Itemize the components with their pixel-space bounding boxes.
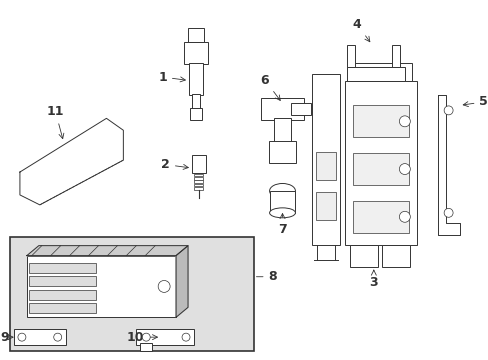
Text: 2: 2 <box>161 158 188 171</box>
Circle shape <box>54 333 61 341</box>
Bar <box>349 245 377 266</box>
Text: 6: 6 <box>260 73 280 100</box>
Bar <box>27 256 176 317</box>
Circle shape <box>443 208 452 217</box>
Text: 7: 7 <box>278 213 286 236</box>
Bar <box>352 105 408 137</box>
Bar <box>312 73 340 245</box>
Bar <box>14 329 65 345</box>
Polygon shape <box>20 118 123 205</box>
Bar <box>187 28 203 42</box>
Circle shape <box>399 163 409 175</box>
Bar <box>194 174 203 176</box>
Bar <box>391 45 399 67</box>
Bar <box>291 103 311 115</box>
Text: 1: 1 <box>158 71 185 84</box>
Bar <box>29 263 96 273</box>
Bar <box>29 290 96 300</box>
Text: 11: 11 <box>47 105 64 139</box>
Bar <box>381 245 409 266</box>
Polygon shape <box>27 246 187 256</box>
Circle shape <box>443 106 452 115</box>
Bar <box>29 303 96 313</box>
Bar <box>273 118 291 143</box>
Bar <box>346 45 354 67</box>
Bar <box>345 81 416 245</box>
Circle shape <box>158 280 170 292</box>
Circle shape <box>142 333 150 341</box>
Bar <box>194 180 203 183</box>
Circle shape <box>399 211 409 222</box>
Bar <box>29 276 96 287</box>
Circle shape <box>18 333 26 341</box>
Bar <box>194 184 203 186</box>
Ellipse shape <box>269 208 295 218</box>
Bar <box>140 343 152 351</box>
Bar <box>352 153 408 185</box>
Bar <box>194 188 203 190</box>
Circle shape <box>182 333 190 341</box>
Bar <box>269 191 295 213</box>
Polygon shape <box>176 246 187 317</box>
Bar <box>192 155 205 173</box>
Bar <box>194 177 203 180</box>
Text: 3: 3 <box>369 270 377 289</box>
Bar <box>183 42 207 64</box>
Text: 10: 10 <box>126 330 157 344</box>
Text: 5: 5 <box>462 95 487 108</box>
Polygon shape <box>437 95 459 235</box>
Bar <box>346 67 404 81</box>
Text: 9: 9 <box>0 330 13 344</box>
Bar <box>316 192 336 220</box>
Bar <box>189 63 203 95</box>
Bar <box>190 108 202 120</box>
Bar <box>352 201 408 233</box>
Bar <box>192 94 200 111</box>
Bar <box>10 237 253 351</box>
Text: 4: 4 <box>352 18 369 42</box>
Bar <box>316 152 336 180</box>
Bar <box>136 329 194 345</box>
Bar <box>268 141 296 163</box>
Ellipse shape <box>269 184 295 198</box>
Circle shape <box>399 116 409 127</box>
Text: 8: 8 <box>256 270 277 283</box>
Bar <box>349 63 411 81</box>
Bar <box>260 98 304 120</box>
